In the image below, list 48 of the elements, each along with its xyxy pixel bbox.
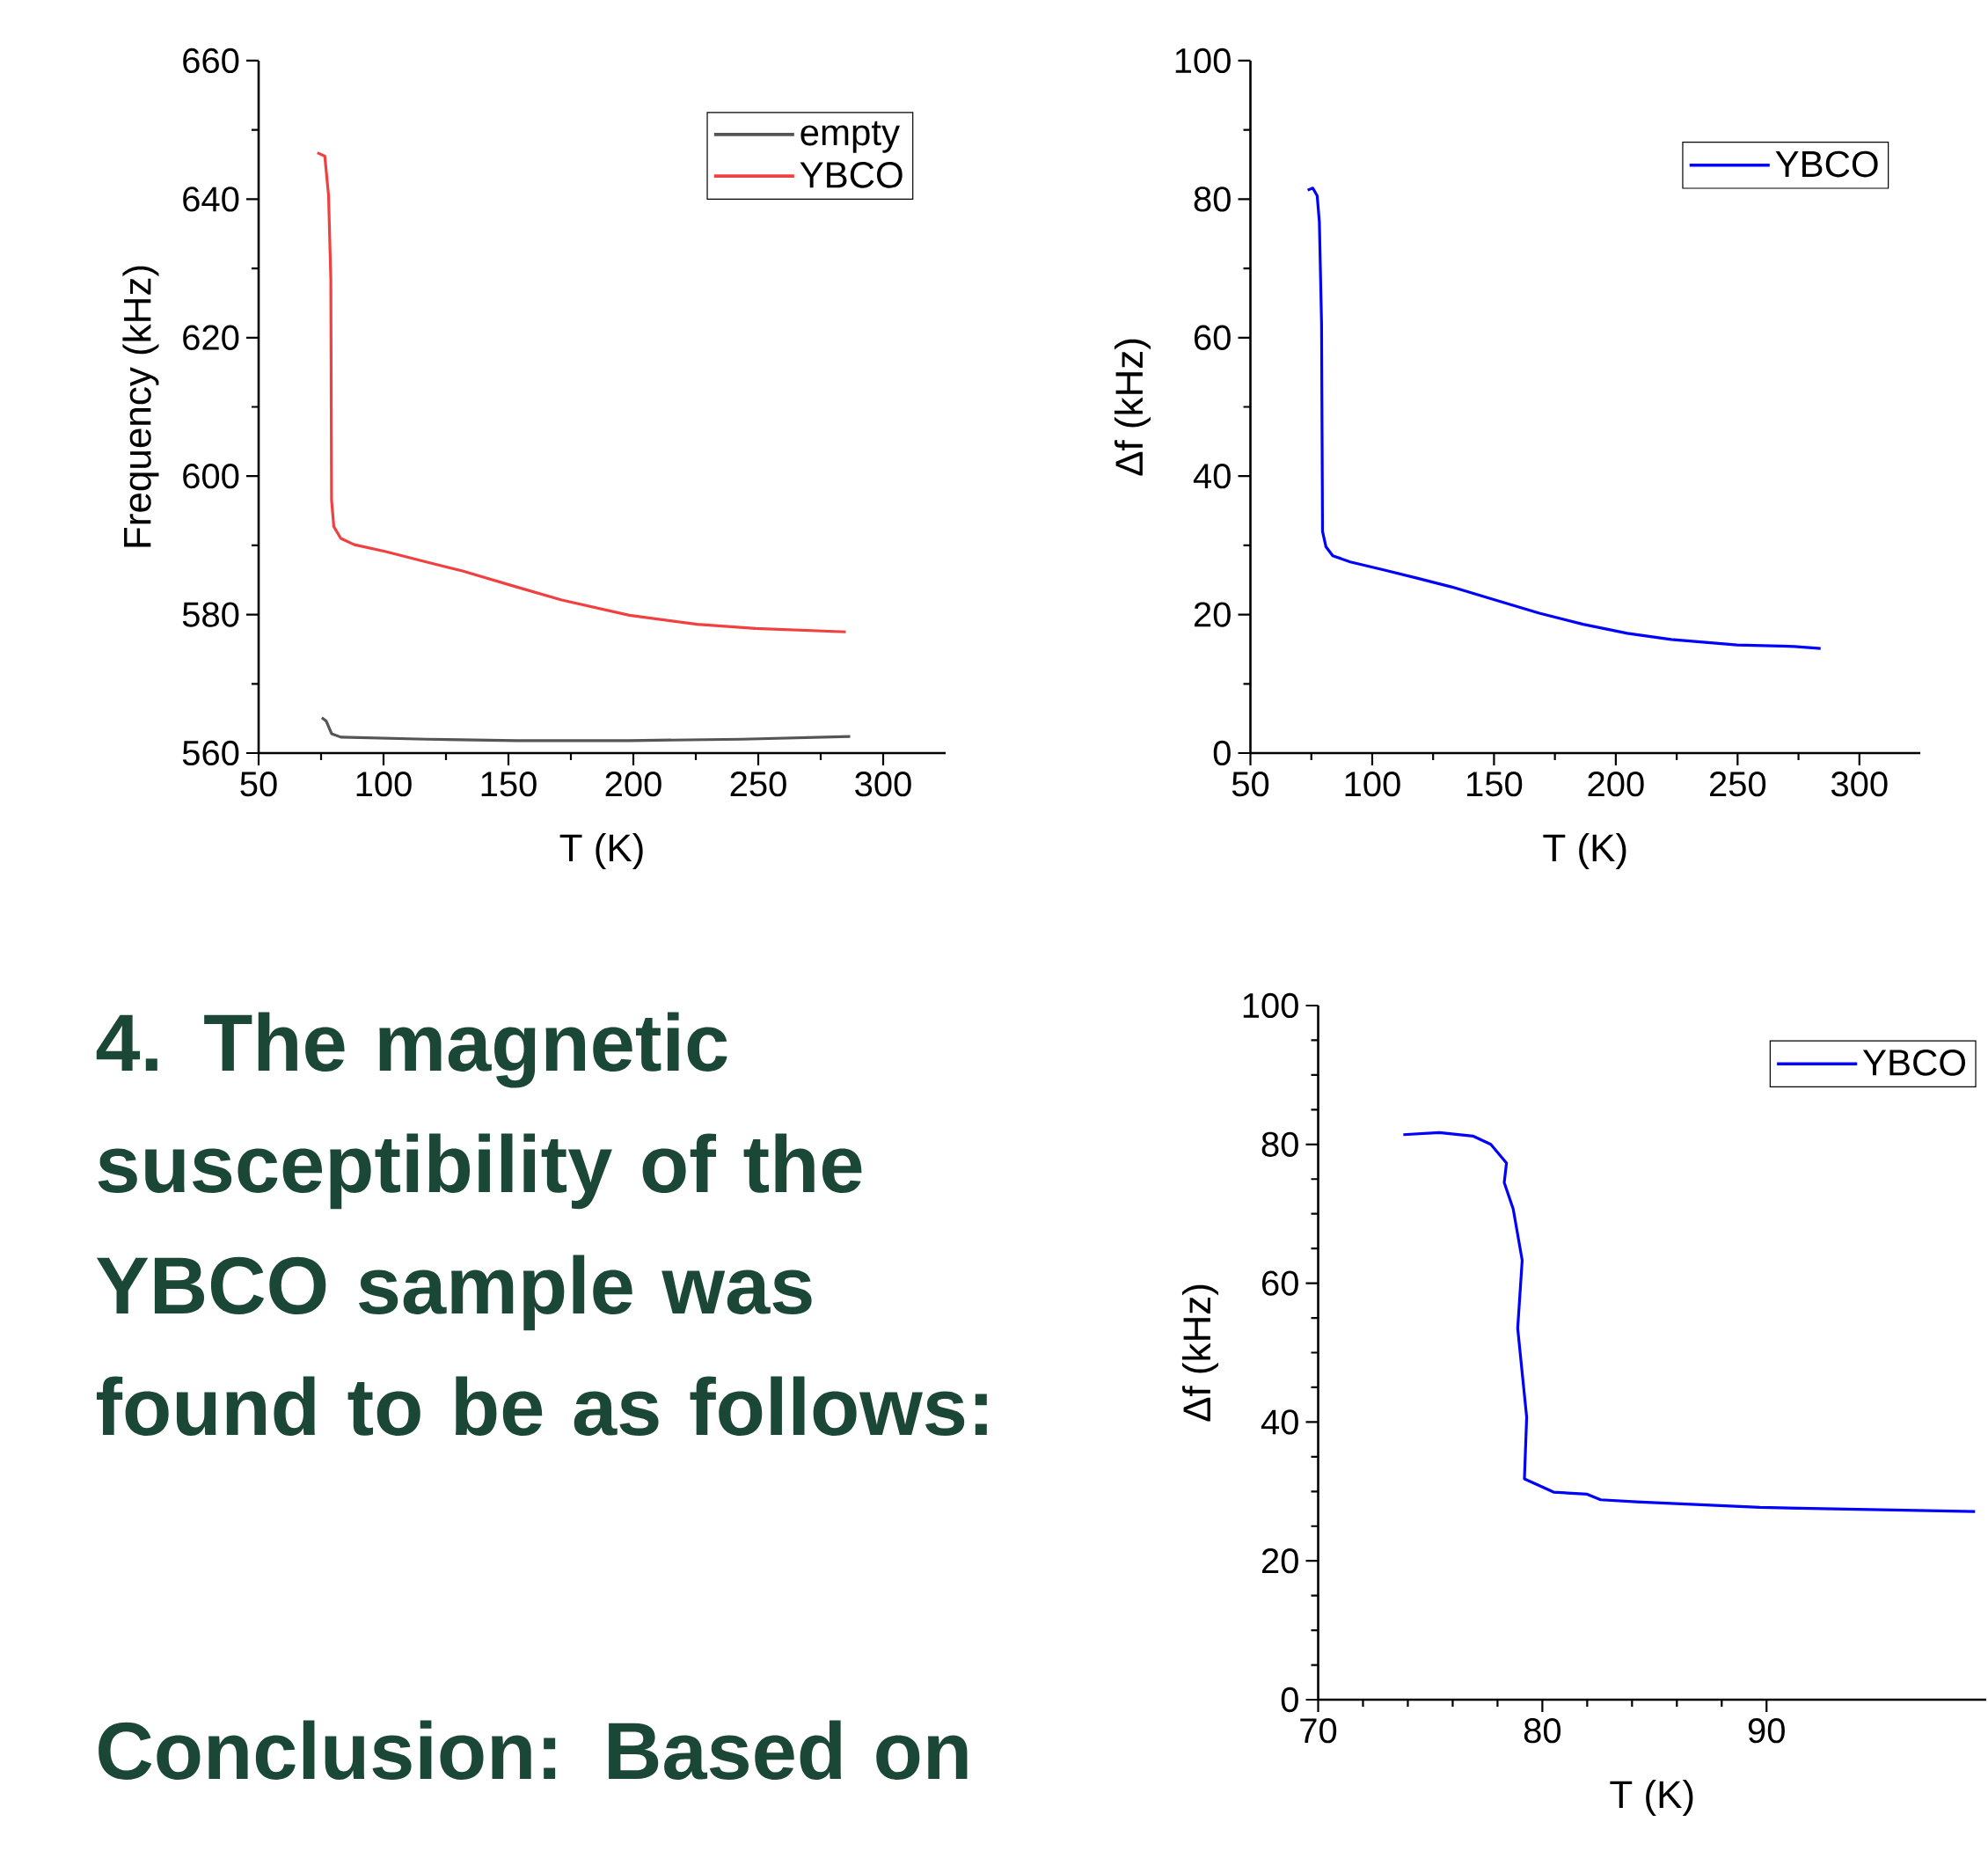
y-tick-label: 640	[183, 187, 239, 212]
x-tick-label: 90	[1748, 1718, 1785, 1744]
x-tick-label: 150	[481, 772, 537, 797]
y-tick-label: 0	[1213, 740, 1231, 766]
x-tick-label: 300	[1831, 772, 1888, 797]
x-axis-title: T (K)	[1543, 833, 1626, 870]
x-tick-label: 50	[1232, 772, 1269, 797]
text: Conclusion: Based on	[99, 1720, 968, 1780]
y-tick-label: 0	[1281, 1686, 1298, 1713]
y-tick-label: 60	[1261, 1270, 1298, 1296]
x-tick-label: 250	[730, 772, 786, 797]
y-tick-label: 80	[1194, 187, 1231, 212]
legend-label: YBCO	[1775, 150, 1878, 178]
x-tick-label: 250	[1709, 772, 1766, 797]
x-tick-label: 300	[855, 772, 911, 797]
y-axis-title: Frequency (kHz)	[122, 266, 159, 547]
x-tick-label: 100	[356, 772, 412, 797]
legend-label: YBCO	[1862, 1050, 1965, 1076]
y-tick-label: 40	[1193, 464, 1231, 489]
x-tick-label: 80	[1524, 1718, 1561, 1744]
y-tick-label: 20	[1261, 1548, 1298, 1574]
legend-label: empty	[800, 121, 900, 153]
legend-label: YBCO	[800, 161, 903, 188]
y-tick-label: 620	[183, 325, 239, 350]
y-tick-label: 80	[1261, 1131, 1298, 1157]
x-tick-label: 100	[1345, 772, 1400, 797]
x-axis-title: T (K)	[1610, 1780, 1693, 1817]
x-tick-label: 50	[240, 772, 277, 797]
text: 4. The magnetic susceptibility of the YBCO sample was found to be as follows:	[96, 1012, 987, 1436]
y-tick-label: 100	[1175, 48, 1231, 74]
y-axis-title: Δf (kHz)	[1181, 1284, 1218, 1422]
x-tick-label: 200	[605, 772, 661, 797]
x-tick-label: 200	[1588, 772, 1644, 797]
y-tick-label: 660	[183, 48, 239, 74]
y-tick-label: 580	[182, 602, 239, 627]
line-series	[1401, 1130, 1977, 1513]
x-tick-label: 70	[1300, 1718, 1337, 1744]
y-tick-label: 60	[1194, 325, 1231, 350]
x-tick-label: 150	[1467, 772, 1523, 797]
line-series	[320, 716, 852, 743]
y-tick-label: 40	[1261, 1409, 1298, 1435]
line-series	[1305, 187, 1823, 650]
y-axis-title: Δf (kHz)	[1114, 339, 1151, 476]
y-tick-label: 100	[1243, 992, 1298, 1019]
x-axis-title: T (K)	[559, 833, 643, 870]
y-tick-label: 20	[1194, 602, 1231, 627]
y-tick-label: 560	[182, 740, 239, 766]
y-tick-label: 600	[183, 464, 239, 489]
